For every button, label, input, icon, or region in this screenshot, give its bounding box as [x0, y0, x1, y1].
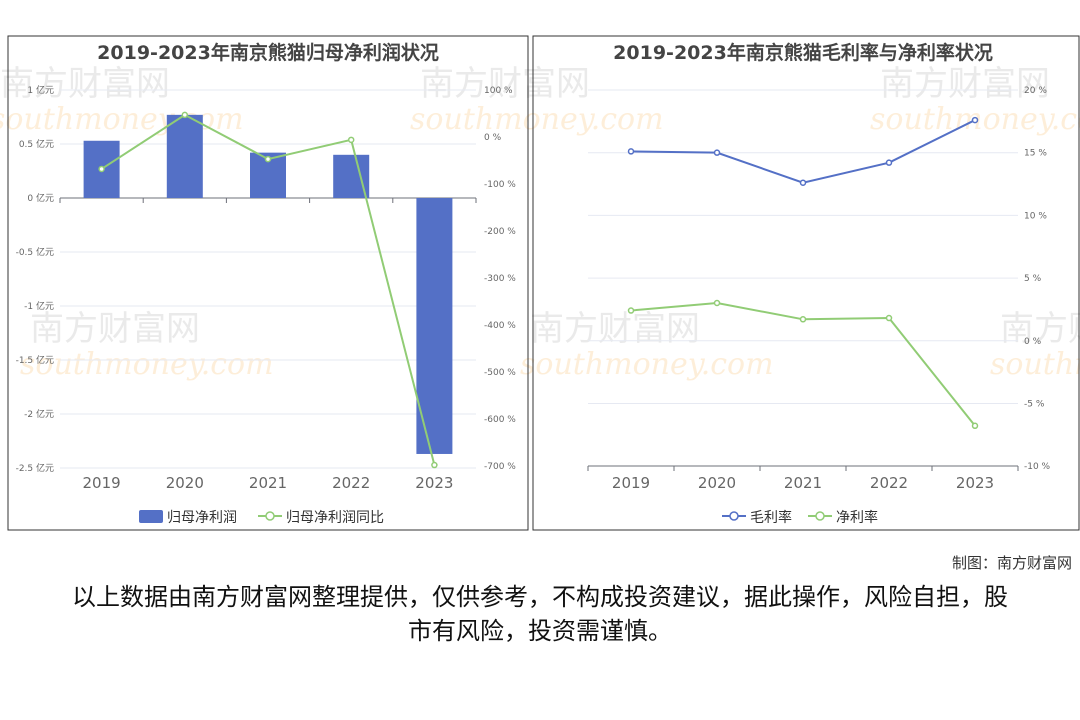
right-axis-tick: -200 % [484, 227, 516, 237]
legend-bar-marker [139, 510, 163, 523]
watermark-text: 南方财富网 [530, 309, 700, 349]
x-axis-label: 2021 [249, 474, 287, 492]
right-axis-tick: 0 % [1024, 337, 1042, 347]
right-axis-tick: 20 % [1024, 86, 1047, 96]
right-axis-tick: -10 % [1024, 462, 1051, 472]
left-axis-tick: -1.5 亿元 [16, 354, 54, 366]
legend-label: 净利率 [836, 509, 878, 526]
watermark-text: southmoney.com [990, 347, 1080, 382]
credit-text: 制图：南方财富网 [951, 554, 1072, 572]
bar-2023 [416, 198, 453, 454]
x-axis-label: 2021 [784, 474, 822, 492]
chart-title: 2019-2023年南京熊猫归母净利润状况 [97, 41, 439, 64]
x-axis-label: 2022 [870, 474, 908, 492]
watermark-text: 南方财富网 [420, 64, 590, 104]
point-yoy-2021 [264, 155, 272, 163]
x-axis-label: 2020 [166, 474, 204, 492]
point-net-2021 [799, 316, 807, 323]
point-yoy-2020 [181, 111, 189, 119]
chart-frame [532, 35, 1080, 531]
right-axis-tick: 100 % [484, 86, 513, 96]
point-gross-2022 [885, 159, 893, 166]
watermark-text: 南方财富网 [30, 309, 200, 349]
point-yoy-2019 [98, 165, 105, 173]
right-axis-tick: 15 % [1024, 149, 1047, 159]
chart-title: 2019-2023年南京熊猫毛利率与净利率状况 [613, 41, 993, 64]
right-axis-tick: -400 % [484, 321, 516, 331]
left-axis-tick: -2.5 亿元 [16, 462, 54, 474]
right-axis-tick: -500 % [484, 368, 516, 378]
right-axis-tick: 5 % [1024, 274, 1042, 284]
x-axis-label: 2020 [698, 474, 736, 492]
chart-frame [7, 35, 529, 531]
right-axis-tick: -600 % [484, 415, 516, 425]
right-axis-tick: -100 % [484, 180, 516, 190]
right-axis-tick: 0 % [484, 133, 502, 143]
point-net-2019 [627, 307, 635, 314]
bar-2022 [333, 154, 370, 198]
point-gross-2019 [627, 148, 635, 155]
point-net-2020 [713, 299, 721, 307]
point-yoy-2022 [347, 136, 355, 144]
point-gross-2023 [971, 116, 979, 124]
point-gross-2020 [713, 149, 721, 156]
left-axis-tick: -1 亿元 [24, 300, 54, 312]
left-axis-tick: -2 亿元 [24, 408, 54, 420]
x-axis-label: 2022 [332, 474, 370, 492]
x-axis-label: 2023 [956, 474, 994, 492]
watermark-text: 南方财富网 [0, 64, 170, 104]
left-axis-tick: 1 亿元 [27, 84, 54, 96]
legend-label: 归母净利润同比 [286, 509, 384, 526]
right-axis-tick: -5 % [1024, 400, 1045, 410]
left-axis-tick: 0.5 亿元 [19, 138, 54, 150]
right-axis-tick: 10 % [1024, 211, 1047, 221]
watermark-text: southmoney.com [410, 102, 664, 137]
right-axis-tick: -300 % [484, 274, 516, 284]
left-axis-tick: -0.5 亿元 [16, 246, 54, 258]
right-axis-tick: -700 % [484, 462, 516, 472]
legend-line-marker [815, 511, 825, 521]
watermark-text: southmoney.com [520, 347, 774, 382]
x-axis-label: 2023 [415, 474, 453, 492]
point-gross-2021 [799, 179, 807, 186]
x-axis-label: 2019 [83, 474, 121, 492]
point-net-2022 [885, 314, 893, 322]
watermark-text: 南方财富网 [1000, 309, 1080, 349]
legend-label: 归母净利润 [167, 509, 237, 526]
watermark-text: southmoney.com [20, 347, 274, 382]
watermark-text: southmoney.com [0, 102, 244, 137]
legend-line-marker [729, 511, 739, 521]
bar-2020 [166, 114, 203, 198]
watermark-text: 南方财富网 [880, 64, 1050, 104]
disclaimer-text: 以上数据由南方财富网整理提供，仅供参考，不构成投资建议，据此操作，风险自担，股市… [72, 583, 1008, 645]
legend-line-marker [265, 511, 275, 521]
x-axis-label: 2019 [612, 474, 650, 492]
left-axis-tick: 0 亿元 [27, 192, 54, 204]
legend-label: 毛利率 [750, 509, 792, 526]
point-yoy-2023 [431, 461, 438, 469]
point-net-2023 [971, 422, 979, 430]
